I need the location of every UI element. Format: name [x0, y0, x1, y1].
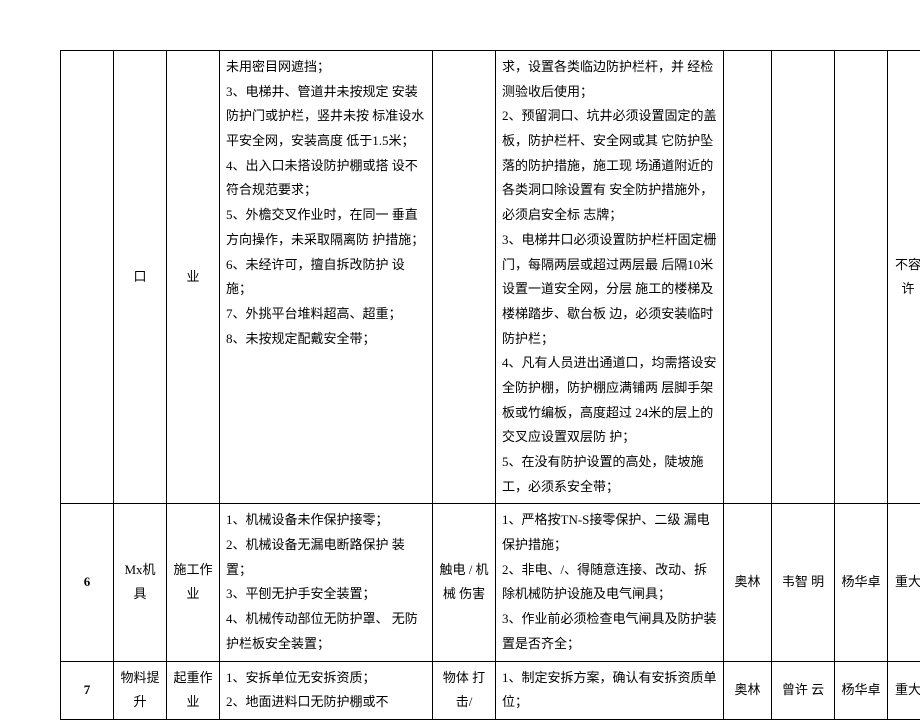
cell-person2: 韦智 明: [772, 504, 835, 661]
cell-person2: 曾许 云: [772, 661, 835, 719]
cell-num: [61, 51, 114, 504]
table-row: 7 物料提升 起重作业 1、安拆单位无安拆资质；2、地面进料口无防护棚或不 物体…: [61, 661, 920, 719]
cell-person2: [772, 51, 835, 504]
cell-harm: [433, 51, 496, 504]
cell-level: 重大: [888, 504, 920, 661]
cell-harm: 触电 / 机械 伤害: [433, 504, 496, 661]
cell-item: 口: [114, 51, 167, 504]
cell-person1: [724, 51, 772, 504]
cell-person1: 奥林: [724, 661, 772, 719]
cell-hazard: 1、机械设备未作保护接零；2、机械设备无漏电断路保护 装置；3、平刨无护手安全装…: [220, 504, 433, 661]
cell-person1: 奥林: [724, 504, 772, 661]
cell-num: 6: [61, 504, 114, 661]
cell-item: 物料提升: [114, 661, 167, 719]
cell-person3: 杨华卓: [835, 661, 888, 719]
table-row: 口 业 未用密目网遮挡；3、电梯井、管道井未按规定 安装防护门或护栏，竖井未按 …: [61, 51, 920, 504]
cell-harm: 物体 打击/: [433, 661, 496, 719]
cell-num: 7: [61, 661, 114, 719]
cell-measure: 求，设置各类临边防护栏杆，并 经检测验收后使用；2、预留洞口、坑井必须设置固定的…: [496, 51, 724, 504]
cell-phase: 业: [167, 51, 220, 504]
cell-measure: 1、严格按TN-S接零保护、二级 漏电保护措施；2、非电、/、得随意连接、改动、…: [496, 504, 724, 661]
cell-person3: [835, 51, 888, 504]
cell-measure: 1、制定安拆方案，确认有安拆资质单位；: [496, 661, 724, 719]
cell-person3: 杨华卓: [835, 504, 888, 661]
cell-level: 重大: [888, 661, 920, 719]
cell-level: 不容许: [888, 51, 920, 504]
table-row: 6 Mx机具 施工作业 1、机械设备未作保护接零；2、机械设备无漏电断路保护 装…: [61, 504, 920, 661]
cell-item: Mx机具: [114, 504, 167, 661]
cell-phase: 起重作业: [167, 661, 220, 719]
cell-hazard: 1、安拆单位无安拆资质；2、地面进料口无防护棚或不: [220, 661, 433, 719]
hazard-table: 口 业 未用密目网遮挡；3、电梯井、管道井未按规定 安装防护门或护栏，竖井未按 …: [60, 50, 920, 720]
cell-hazard: 未用密目网遮挡；3、电梯井、管道井未按规定 安装防护门或护栏，竖井未按 标准设水…: [220, 51, 433, 504]
cell-phase: 施工作业: [167, 504, 220, 661]
